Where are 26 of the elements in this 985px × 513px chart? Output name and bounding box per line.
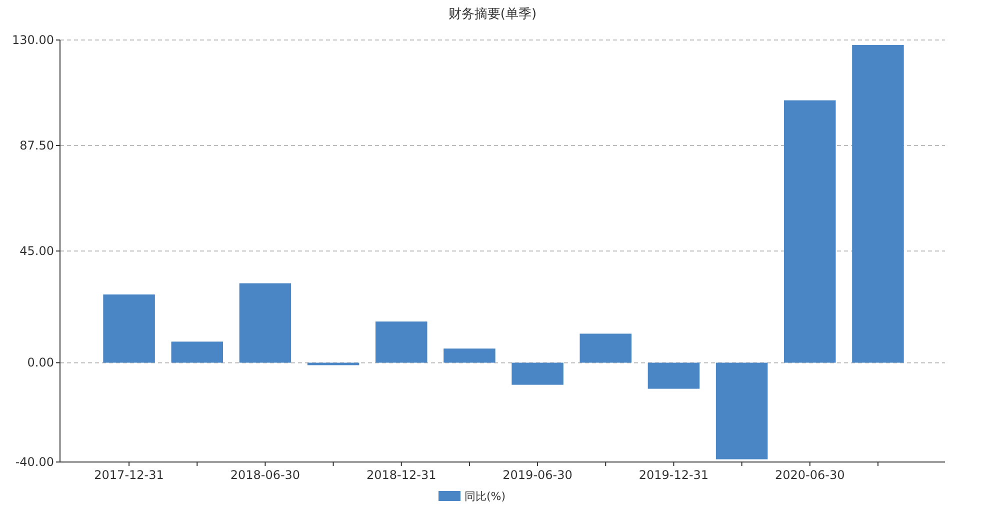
bar: [171, 342, 223, 363]
bar: [444, 348, 496, 363]
bar: [852, 44, 904, 363]
bar: [103, 294, 155, 363]
y-tick-label: 87.50: [20, 138, 54, 152]
legend-label: 同比(%): [464, 490, 506, 503]
x-tick-label: 2017-12-31: [94, 468, 164, 482]
bar: [648, 362, 700, 389]
bar: [716, 362, 768, 460]
bar: [376, 322, 428, 363]
legend: 同比(%): [438, 490, 506, 503]
x-tick-label: 2020-06-30: [775, 468, 845, 482]
bar: [307, 362, 360, 366]
x-tick-label: 2018-12-31: [366, 468, 436, 482]
x-tick-label: 2019-06-30: [502, 468, 572, 482]
x-tick-label: 2018-06-30: [230, 468, 300, 482]
bar: [784, 100, 836, 363]
bar: [512, 362, 564, 385]
x-tick-label: 2019-12-31: [638, 468, 709, 482]
bar: [580, 334, 632, 363]
bar: [239, 283, 292, 363]
chart-title: 财务摘要(单季): [448, 7, 537, 22]
y-tick-label: 45.00: [20, 244, 54, 258]
y-tick-label: 0.00: [27, 356, 54, 370]
y-tick-label: 130.00: [12, 33, 54, 47]
y-tick-label: -40.00: [15, 455, 54, 469]
